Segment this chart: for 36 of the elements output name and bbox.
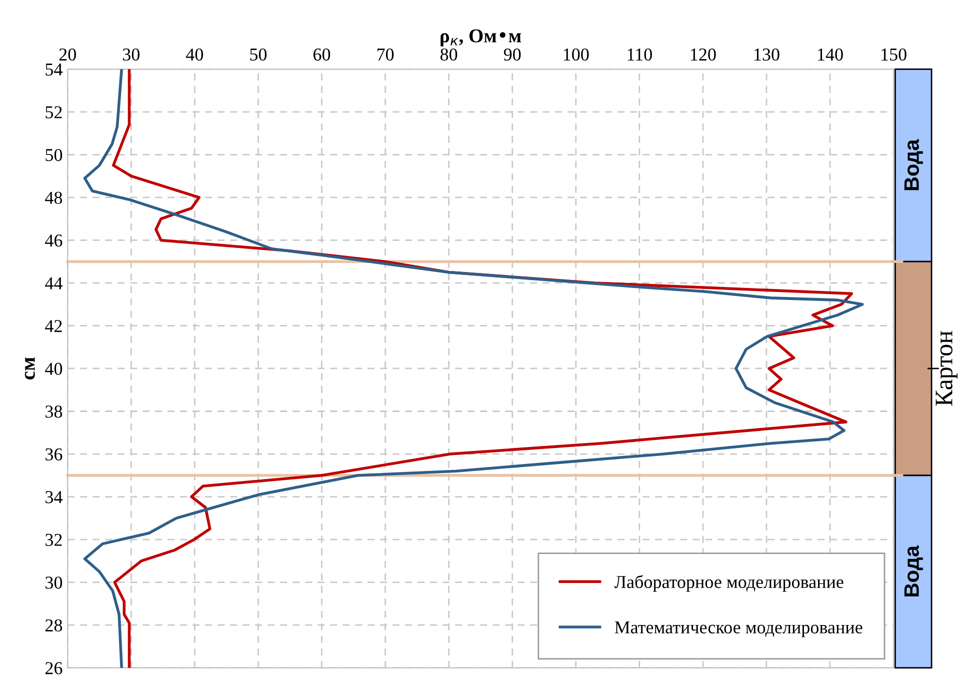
y-axis-title: см <box>24 357 35 380</box>
x-axis-title: ρ$_{к}$, Ом•м <box>440 29 521 46</box>
y-tick-label: 30 <box>46 576 62 589</box>
x-tick-label: 70 <box>377 48 394 61</box>
text: Вода <box>904 139 923 190</box>
y-tick-label: 38 <box>46 406 62 418</box>
legend-label: Математическое моделирование <box>614 621 862 638</box>
y-tick-label: 40 <box>45 362 62 375</box>
x-tick-label: 80 <box>440 48 458 61</box>
y-tick-label: 42 <box>45 320 62 332</box>
x-tick-label: 90 <box>504 48 521 61</box>
y-tick-label: 26 <box>45 662 62 674</box>
y-tick-label: 44 <box>45 277 62 290</box>
x-tick-label: 50 <box>250 48 267 61</box>
y-tick-label: 28 <box>45 619 62 632</box>
y-tick-label: 48 <box>45 192 62 204</box>
y-tick-label: 34 <box>46 491 62 504</box>
y-tick-label: 32 <box>46 534 62 546</box>
y-tick-label: 50 <box>46 148 62 162</box>
y-tick-label: 36 <box>46 448 62 460</box>
x-tick-label: 30 <box>122 48 140 61</box>
y-tick-label: 54 <box>46 64 62 76</box>
y-tick-label: 52 <box>46 106 62 118</box>
x-tick-label: 150 <box>882 48 906 61</box>
x-tick-label: 120 <box>690 48 716 61</box>
x-tick-label: 40 <box>186 48 204 61</box>
text: Картон <box>936 331 958 406</box>
x-tick-label: 130 <box>754 48 780 61</box>
x-tick-label: 140 <box>818 48 843 61</box>
y-tick-label: 46 <box>45 234 62 247</box>
x-tick-label: 60 <box>314 48 330 61</box>
x-tick-label: 110 <box>628 48 652 61</box>
text: Вода <box>904 545 923 596</box>
x-tick-label: 20 <box>59 48 76 61</box>
x-tick-label: 100 <box>564 48 589 61</box>
legend-label: Лабораторное моделирование <box>614 574 844 592</box>
